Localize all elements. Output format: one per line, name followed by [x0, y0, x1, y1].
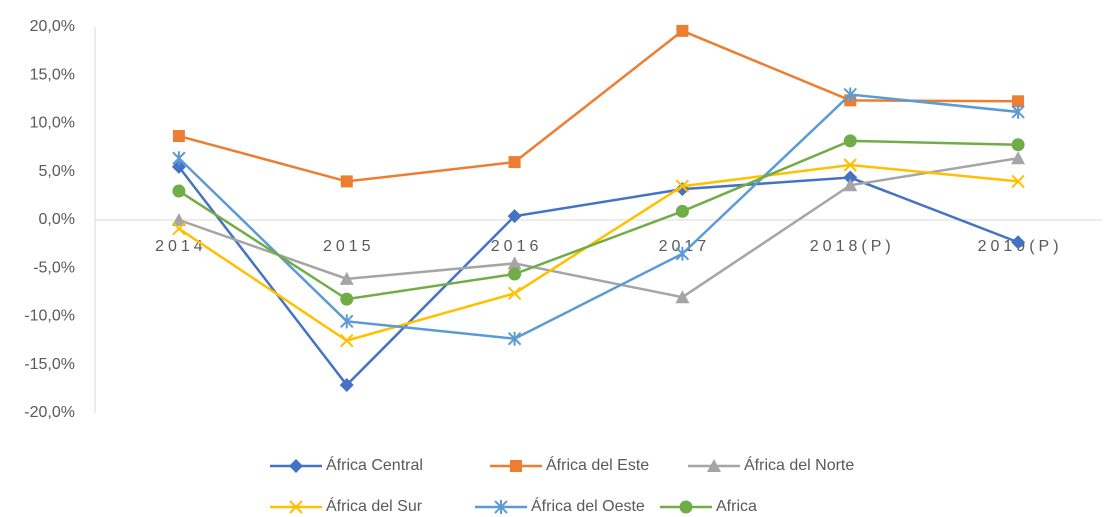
marker — [675, 179, 690, 193]
marker — [508, 156, 521, 169]
marker — [172, 221, 186, 236]
legend-label: África del Este — [546, 455, 649, 474]
y-tick-label: 5,0% — [39, 163, 75, 180]
series-line — [178, 29, 1019, 183]
y-tick-label: 0,0% — [39, 211, 75, 228]
legend-label: Africa — [716, 498, 757, 515]
marker — [507, 209, 522, 224]
marker — [172, 184, 186, 198]
marker — [1011, 235, 1026, 250]
series-line — [177, 166, 1019, 387]
legend-label: África del Sur — [326, 496, 423, 515]
marker — [339, 378, 354, 393]
marker — [340, 292, 354, 306]
y-tick-label: -10,0% — [24, 308, 75, 325]
marker — [507, 256, 522, 270]
legend-label: África del Oeste — [531, 496, 645, 515]
marker — [340, 175, 353, 188]
marker — [510, 460, 522, 472]
series-line — [178, 139, 1019, 301]
marker — [340, 314, 354, 329]
marker — [707, 459, 721, 472]
legend-label: África del Norte — [744, 455, 854, 474]
marker — [507, 331, 522, 346]
x-tick-label: 2014 — [155, 238, 207, 255]
marker — [171, 159, 186, 174]
marker — [339, 271, 354, 285]
marker — [508, 267, 522, 281]
series-line — [178, 157, 1019, 299]
marker — [675, 290, 690, 304]
marker — [289, 500, 303, 514]
marker — [679, 500, 693, 514]
marker — [1011, 151, 1026, 165]
x-tick-label: 2016 — [491, 238, 543, 255]
marker — [507, 286, 522, 301]
marker — [1011, 104, 1025, 119]
marker — [171, 213, 186, 226]
marker — [172, 151, 186, 166]
marker — [675, 204, 689, 218]
marker — [675, 246, 690, 261]
marker — [843, 134, 857, 148]
y-tick-label: -15,0% — [24, 356, 75, 373]
y-tick-label: 10,0% — [30, 115, 75, 132]
x-tick-label: 2018(P) — [810, 238, 895, 255]
marker — [843, 170, 858, 185]
marker — [1011, 174, 1025, 189]
y-tick-label: -20,0% — [24, 404, 75, 421]
marker — [340, 333, 354, 348]
x-tick-label: 2015 — [323, 238, 375, 255]
legend-label: África Central — [326, 455, 423, 474]
series-line — [178, 163, 1019, 342]
marker — [289, 459, 303, 473]
marker — [843, 87, 857, 102]
marker — [1011, 138, 1025, 152]
marker — [494, 500, 508, 514]
marker — [676, 24, 689, 37]
series-line — [178, 93, 1019, 340]
y-tick-label: -5,0% — [33, 259, 75, 276]
y-tick-label: 15,0% — [30, 66, 75, 83]
marker — [843, 158, 857, 172]
marker — [172, 130, 185, 143]
marker — [1012, 95, 1025, 108]
marker — [843, 178, 858, 192]
y-tick-label: 20,0% — [30, 18, 75, 35]
